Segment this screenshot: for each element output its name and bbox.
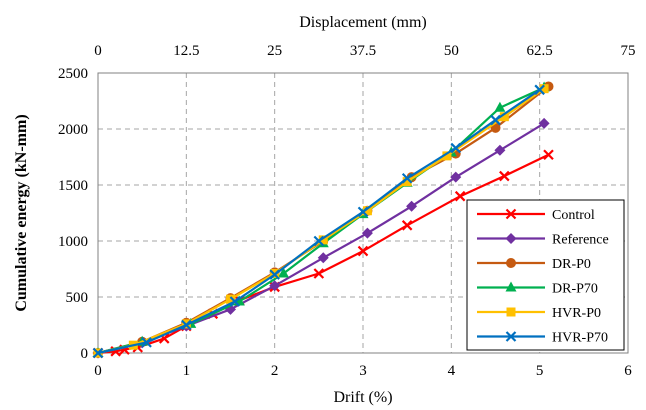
legend-item-reference: Reference — [477, 233, 609, 248]
data-point-control — [313, 268, 325, 279]
legend-marker — [505, 331, 517, 342]
data-point-reference — [538, 117, 550, 129]
data-point-hvr-p70 — [450, 142, 462, 154]
legend-label: DR-P70 — [552, 282, 598, 297]
y-tick-label: 2500 — [58, 66, 88, 82]
data-point-reference — [361, 227, 373, 239]
data-point-hvr-p0 — [442, 151, 452, 161]
x-tick-label: 4 — [448, 363, 456, 379]
x2-axis-title: Displacement (mm) — [299, 14, 427, 31]
data-point-reference — [269, 280, 281, 292]
legend-marker — [506, 307, 516, 317]
data-point-hvr-p70 — [401, 173, 413, 184]
data-point-control — [543, 149, 554, 161]
x-tick-label: 6 — [624, 363, 632, 379]
data-point-hvr-p70 — [269, 269, 280, 280]
y-tick-label: 500 — [66, 290, 89, 306]
data-point-reference — [406, 200, 418, 212]
x-tick-label: 0 — [94, 363, 102, 379]
data-point-hvr-p0 — [539, 84, 549, 94]
legend-marker — [505, 233, 517, 244]
legend-label: Reference — [552, 233, 609, 248]
legend-label: DR-P0 — [552, 257, 591, 272]
legend-item-dr-p0: DR-P0 — [477, 257, 591, 272]
legend: Control Reference DR-P0 DR-P70 HVR-P0 HVR-P70 — [466, 199, 625, 351]
data-point-hvr-p70 — [490, 114, 501, 126]
data-point-hvr-p70 — [313, 235, 325, 247]
legend-box — [466, 199, 625, 351]
data-point-reference — [450, 171, 462, 183]
y-axis-title: Cumulative energy (kN-mm) — [13, 114, 30, 311]
x2-tick-label: 0 — [94, 43, 102, 59]
data-point-hvr-p70 — [229, 296, 241, 307]
data-point-hvr-p0 — [318, 235, 328, 245]
x2-tick-label: 62.5 — [527, 43, 553, 59]
series-hvr-p70 — [92, 84, 545, 359]
legend-item-hvr-p0: HVR-P0 — [477, 306, 601, 321]
y-tick-label: 0 — [81, 346, 89, 362]
x-axis-title: Drift (%) — [333, 389, 392, 406]
x2-tick-label: 37.5 — [350, 43, 376, 59]
data-point-control — [357, 245, 369, 257]
legend-label: HVR-P0 — [552, 306, 601, 321]
data-point-hvr-p70 — [534, 84, 545, 96]
x2-tick-label: 50 — [444, 43, 459, 59]
series-layer — [92, 81, 554, 359]
legend-item-hvr-p70: HVR-P70 — [477, 331, 608, 346]
data-point-control — [401, 220, 413, 231]
y-tick-label: 1000 — [58, 234, 88, 250]
data-point-hvr-p0 — [499, 112, 509, 122]
y-tick-label: 1500 — [58, 178, 88, 194]
x2-tick-label: 25 — [267, 43, 282, 59]
data-point-dr-p70 — [494, 101, 506, 112]
data-point-control — [499, 170, 510, 182]
x2-tick-label: 75 — [621, 43, 636, 59]
x-tick-label: 3 — [359, 363, 367, 379]
legend-marker — [505, 208, 517, 220]
data-point-reference — [317, 252, 329, 264]
plot-frame — [97, 72, 629, 354]
data-point-hvr-p0 — [226, 294, 235, 304]
data-point-hvr-p0 — [402, 177, 412, 187]
y-tick-label: 2000 — [58, 122, 88, 138]
x-tick-label: 5 — [536, 363, 544, 379]
data-point-dr-p70 — [278, 267, 289, 278]
x-tick-label: 2 — [271, 363, 279, 379]
x-tick-label: 1 — [183, 363, 191, 379]
legend-marker — [505, 281, 517, 292]
data-point-hvr-p70 — [181, 319, 192, 331]
x2-tick-label: 12.5 — [173, 43, 199, 59]
legend-label: Control — [552, 208, 595, 223]
legend-item-control: Control — [477, 208, 595, 223]
data-point-reference — [494, 144, 506, 156]
axis-layer: 00112.5225337.5450562.567505001000150020… — [58, 43, 636, 379]
data-point-hvr-p70 — [141, 337, 152, 348]
legend-label: HVR-P70 — [552, 331, 608, 346]
legend-marker — [506, 258, 516, 268]
data-point-hvr-p70 — [357, 206, 369, 218]
data-point-hvr-p0 — [362, 206, 372, 216]
legend-item-dr-p70: DR-P70 — [477, 281, 598, 297]
data-point-control — [454, 190, 466, 202]
data-point-hvr-p70 — [92, 347, 104, 359]
